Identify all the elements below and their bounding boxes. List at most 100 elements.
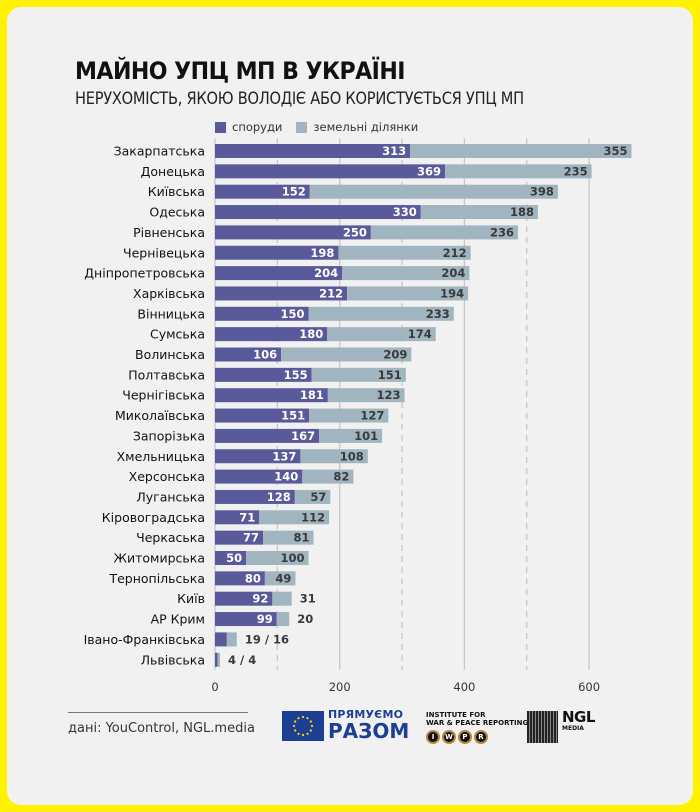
value-label-land: 194: [440, 286, 464, 300]
star-icon: [294, 720, 297, 723]
value-label-structures: 212: [319, 286, 343, 300]
category-label: Львівська: [141, 652, 205, 667]
bar-structures: [215, 571, 265, 586]
iwpr-letter: R: [474, 730, 488, 745]
bar-row: Миколаївська 151 127: [115, 408, 389, 423]
category-label: Київська: [148, 184, 205, 199]
category-label: Харківська: [133, 286, 205, 301]
category-label: АР Крим: [151, 612, 205, 627]
category-label: Черкаська: [136, 530, 205, 545]
value-label-land: 188: [510, 205, 534, 219]
x-tick-label: 0: [211, 680, 218, 694]
category-label: Луганська: [136, 489, 205, 504]
star-icon: [294, 729, 297, 732]
star-icon: [297, 717, 300, 720]
bar-land: [309, 184, 558, 199]
value-label-land: 57: [310, 490, 326, 504]
bar-structures: [215, 306, 309, 321]
bar-structures: [215, 388, 328, 403]
iwpr-letter: W: [442, 730, 456, 745]
ngl-media-logo: NGL MEDIA: [562, 710, 595, 732]
value-label-structures: 128: [267, 490, 291, 504]
category-label: Закарпатська: [114, 144, 205, 159]
value-label-land: 108: [340, 449, 364, 463]
bar-structures: [215, 469, 303, 484]
iwpr-circles: I W P R: [426, 730, 528, 745]
legend-item-structures: споруди: [215, 120, 282, 134]
value-label-land: 49: [275, 571, 291, 585]
bar-land: [294, 489, 331, 504]
bar-row: АР Крим 99 20: [151, 612, 314, 627]
bar-land: [263, 530, 314, 545]
value-label-land: 236: [490, 225, 514, 239]
eu-stars-icon: [292, 715, 314, 737]
value-label-structures: 151: [281, 409, 305, 423]
star-icon: [301, 715, 305, 719]
bar-row: Львівська 4 / 4: [141, 652, 257, 667]
value-label-land: 151: [378, 368, 402, 382]
eu-flag-logo: [282, 711, 324, 741]
bar-land: [259, 510, 330, 525]
bar-structures: [215, 612, 277, 627]
star-icon: [297, 732, 300, 735]
bar-structures: [215, 184, 310, 199]
bar-row: Луганська 128 57: [136, 489, 331, 504]
value-label-structures: 150: [281, 307, 305, 321]
x-tick-label: 600: [578, 680, 600, 694]
legend-item-land: земельні ділянки: [296, 120, 418, 134]
bar-row: Івано-Франківська 19 / 16: [84, 632, 289, 647]
bar-structures: [215, 286, 348, 301]
value-label-structures: 80: [245, 571, 261, 585]
bar-structures: [215, 245, 339, 260]
value-label-structures: 77: [243, 531, 259, 545]
bar-structures: [215, 266, 343, 281]
legend-label-structures: споруди: [232, 120, 283, 134]
bar-structures: [215, 225, 371, 240]
bar-structures: [215, 652, 218, 667]
category-label: Волинська: [135, 347, 205, 362]
ngl-logo-mark: [527, 711, 558, 743]
chart-title: МАЙНО УПЦ МП В УКРАЇНІ: [75, 57, 405, 85]
bar-row: Чернігівська 181 123: [122, 388, 405, 403]
value-label-land: 20: [297, 612, 313, 626]
category-label: Житомирська: [114, 551, 205, 566]
bar-structures: [215, 164, 446, 179]
category-label: Івано-Франківська: [84, 632, 205, 647]
category-label: Чернігівська: [122, 388, 205, 403]
bar-row: Донецька 369 235: [141, 164, 592, 179]
bar-land: [410, 144, 632, 158]
bar-row: Житомирська 50 100: [114, 551, 309, 566]
bar-structures: [215, 367, 312, 382]
bar-land: [311, 367, 406, 382]
bar-row: Одеська 330 188: [149, 205, 538, 220]
value-label-land: 31: [300, 592, 316, 606]
star-icon: [310, 724, 314, 728]
value-label-structures: 140: [274, 470, 298, 484]
star-icon: [309, 729, 312, 732]
bar-land: [300, 449, 368, 464]
x-axis-ticks: 0 200 400 600: [211, 680, 600, 694]
pryamuyemo-razom-logo: ПРЯМУЄМО РАЗОМ: [328, 709, 409, 741]
bar-structures: [215, 327, 328, 342]
footer-divider: [68, 712, 248, 713]
bar-land: [302, 469, 354, 484]
bar-land: [272, 591, 292, 606]
value-label-land: 81: [293, 531, 309, 545]
value-label-structures: 71: [239, 510, 255, 524]
legend-swatch-land: [296, 121, 308, 133]
bar-land: [309, 408, 389, 423]
category-label: Дніпропетровська: [84, 266, 205, 281]
bar-row: Київська 152 398: [148, 184, 558, 199]
bar-structures: [215, 591, 273, 606]
logo-text-line1: ПРЯМУЄМО: [328, 708, 404, 721]
bar-row: Чернівецька 198 212: [123, 245, 471, 260]
bar-land: [420, 205, 538, 220]
category-label: Сумська: [150, 327, 205, 342]
value-label-land: 123: [377, 388, 401, 402]
category-label: Одеська: [149, 205, 205, 220]
value-label-structures: 250: [343, 225, 367, 239]
bar-land: [370, 225, 519, 240]
bar-land: [319, 428, 383, 443]
star-icon: [309, 720, 312, 723]
logo-text-line2: РАЗОМ: [328, 719, 410, 743]
